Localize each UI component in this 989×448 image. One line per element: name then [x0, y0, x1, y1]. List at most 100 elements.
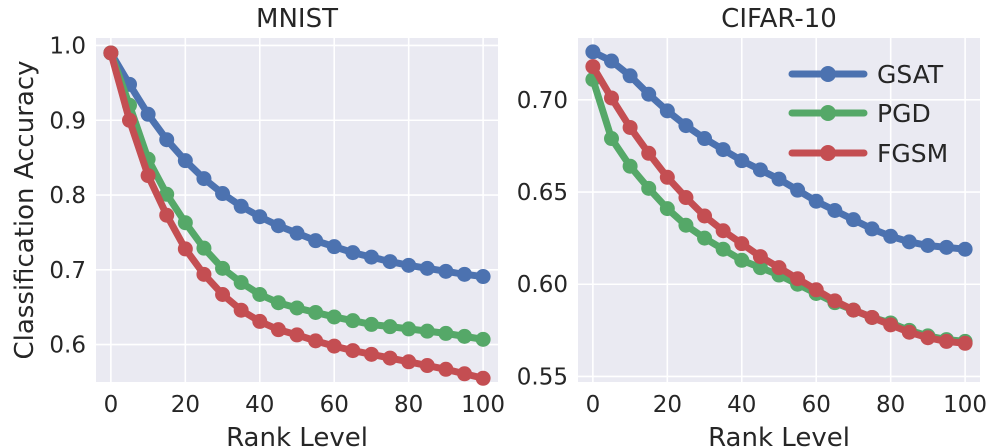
data-point-pgd [345, 313, 361, 329]
data-point-fgsm [215, 287, 231, 303]
x-axis-label: Rank Level [226, 423, 368, 448]
data-point-gsat [827, 202, 843, 218]
data-point-fgsm [939, 333, 954, 349]
x-tick-label: 100 [461, 392, 505, 418]
data-point-fgsm [289, 327, 305, 343]
y-tick-label: 0.60 [517, 272, 568, 298]
cifar10-chart: 0 20 40 60 80 100 0.55 0.60 0.65 0.70 CIFAR-10 Ra… [517, 4, 987, 448]
data-point-gsat [697, 131, 713, 147]
y-tick-label: 0.7 [49, 258, 86, 284]
series-layer [103, 45, 491, 386]
legend-label-fgsm: FGSM [877, 139, 948, 168]
legend-item-pgd: PGD [788, 99, 931, 128]
data-point-pgd [289, 300, 305, 316]
data-point-gsat [382, 254, 398, 270]
data-point-fgsm [697, 208, 713, 224]
data-point-gsat [901, 234, 917, 250]
data-point-pgd [438, 325, 454, 341]
x-tick-label: 0 [586, 392, 601, 418]
data-point-pgd [196, 240, 212, 256]
data-point-fgsm [734, 236, 750, 252]
data-point-fgsm [920, 330, 936, 346]
data-point-pgd [659, 201, 675, 217]
data-point-gsat [957, 241, 973, 257]
data-point-gsat [326, 239, 342, 255]
data-point-pgd [475, 331, 491, 347]
data-point-pgd [641, 180, 657, 196]
series-layer [585, 44, 973, 351]
x-axis-label: Rank Level [708, 423, 850, 448]
data-point-fgsm [641, 145, 657, 161]
data-point-pgd [326, 309, 342, 325]
data-point-gsat [270, 218, 286, 234]
data-point-fgsm [103, 45, 119, 61]
data-point-fgsm [845, 302, 861, 318]
data-point-gsat [308, 233, 324, 249]
data-point-gsat [771, 171, 787, 187]
data-point-fgsm [326, 338, 342, 354]
data-point-fgsm [604, 90, 619, 106]
x-tick-label: 60 [802, 392, 831, 418]
data-point-pgd [270, 295, 286, 311]
x-tick-label: 20 [653, 392, 682, 418]
data-point-gsat [159, 132, 175, 148]
data-point-gsat [734, 153, 750, 169]
data-point-pgd [678, 217, 694, 233]
legend-label-pgd: PGD [877, 99, 931, 128]
data-point-pgd [308, 304, 324, 320]
series-pgd [103, 45, 491, 347]
data-point-fgsm [659, 169, 675, 185]
data-point-pgd [233, 275, 249, 291]
data-point-fgsm [308, 333, 324, 349]
legend-marker-fgsm [820, 145, 836, 161]
x-tick-label: 40 [245, 392, 274, 418]
tick-labels: 0 20 40 60 80 100 0.6 0.7 0.8 0.9 1.0 [49, 33, 505, 418]
data-point-gsat [419, 260, 435, 276]
legend-label-gsat: GSAT [877, 60, 944, 89]
legend-marker-gsat [820, 66, 836, 82]
data-point-fgsm [715, 223, 731, 239]
data-point-gsat [604, 53, 619, 69]
data-point-gsat [752, 162, 768, 178]
y-tick-label: 0.6 [49, 333, 86, 359]
data-point-gsat [641, 86, 657, 102]
x-tick-label: 100 [943, 392, 987, 418]
data-point-pgd [401, 321, 417, 337]
data-point-pgd [215, 260, 231, 276]
data-point-fgsm [270, 322, 286, 338]
mnist-chart: 0 20 40 60 80 100 0.6 0.7 0.8 0.9 1.0 MNIST Rank L… [49, 4, 505, 448]
data-point-gsat [233, 198, 249, 214]
data-point-fgsm [622, 119, 638, 135]
data-point-gsat [252, 209, 268, 225]
data-point-pgd [697, 230, 713, 246]
data-point-fgsm [345, 343, 361, 359]
data-point-pgd [419, 323, 435, 339]
data-point-gsat [438, 263, 454, 279]
data-point-fgsm [901, 324, 917, 340]
y-tick-label: 0.55 [517, 364, 568, 390]
series-gsat [103, 45, 491, 285]
data-point-gsat [808, 193, 824, 209]
data-point-gsat [457, 266, 472, 282]
data-point-pgd [715, 241, 731, 257]
data-point-gsat [864, 221, 880, 237]
x-tick-label: 80 [394, 392, 423, 418]
data-point-fgsm [419, 358, 435, 374]
legend-item-gsat: GSAT [788, 60, 944, 89]
data-point-gsat [345, 245, 361, 261]
data-point-gsat [475, 269, 491, 285]
data-point-gsat [289, 225, 305, 241]
data-point-gsat [883, 228, 899, 244]
data-point-gsat [401, 257, 417, 273]
y-tick-label: 0.65 [517, 180, 568, 206]
data-point-fgsm [233, 302, 249, 318]
legend: GSAT PGD FGSM [788, 60, 948, 168]
data-point-pgd [382, 319, 398, 335]
data-point-pgd [734, 252, 750, 268]
x-tick-label: 20 [171, 392, 200, 418]
data-point-fgsm [771, 260, 787, 276]
data-point-gsat [196, 171, 212, 187]
x-tick-label: 80 [876, 392, 905, 418]
data-point-gsat [790, 182, 806, 198]
